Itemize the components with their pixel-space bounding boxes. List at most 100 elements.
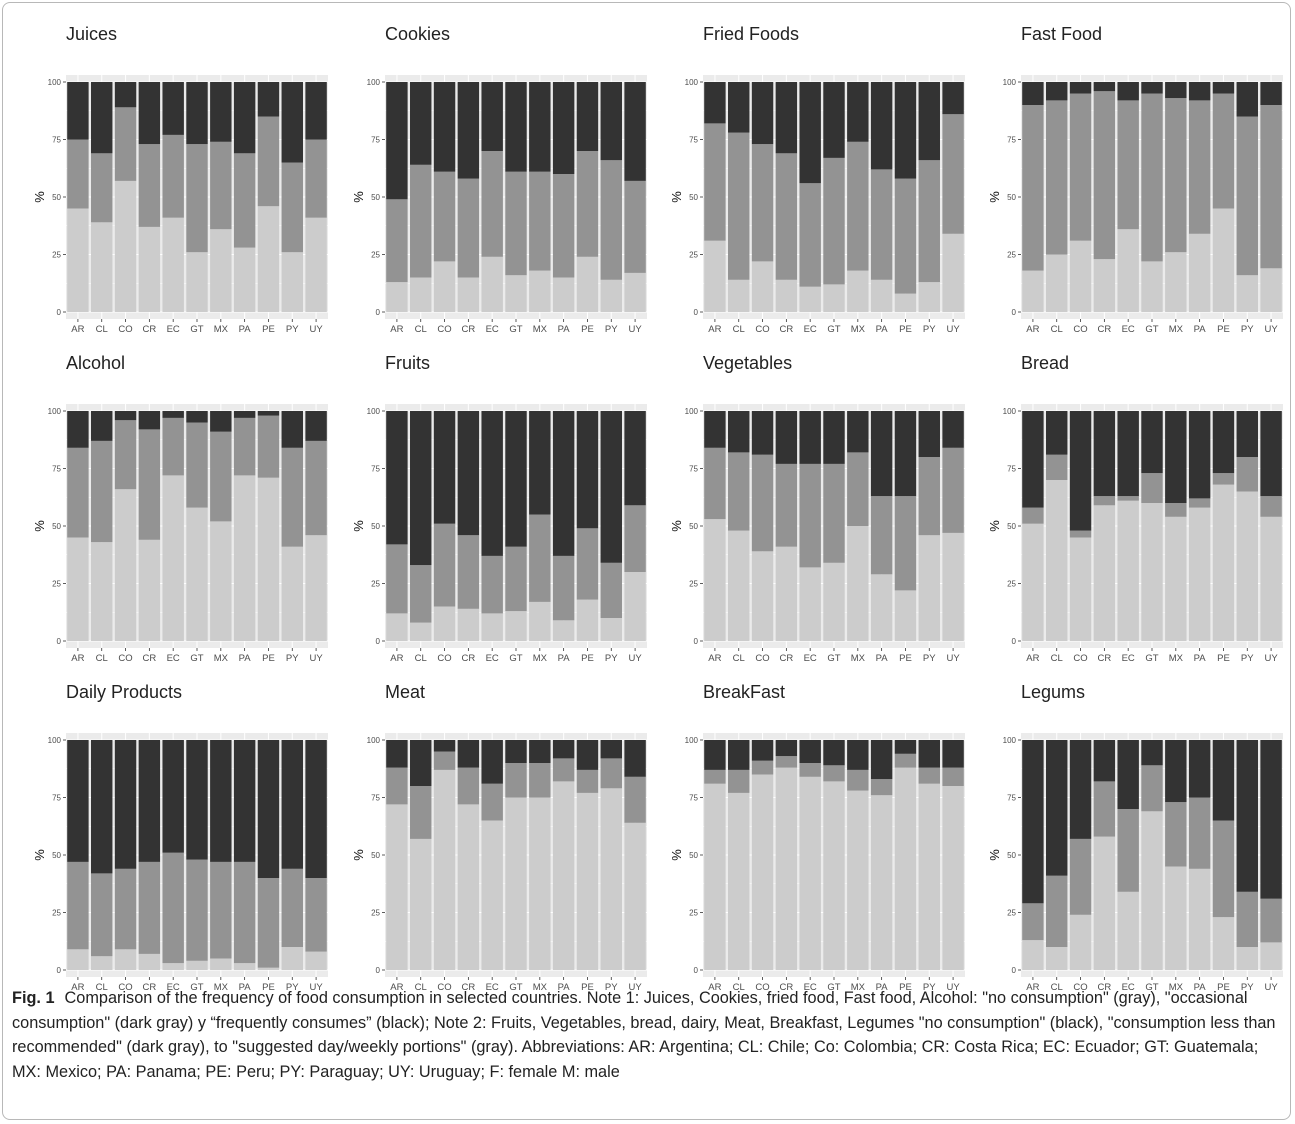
x-tick-label: PA [1194, 653, 1207, 664]
bar-pe-segment-3 [1212, 411, 1235, 474]
x-tick-label: CL [733, 653, 745, 664]
bar-pe-segment-3 [894, 411, 917, 497]
bar-cr-segment-3 [775, 411, 798, 464]
bar-pe-segment-2 [576, 151, 599, 257]
x-tick-label: EC [167, 653, 180, 664]
bar-cl-segment-1 [1046, 480, 1068, 641]
bar-pa-segment-3 [552, 411, 575, 556]
chart-title: Juices [66, 24, 117, 44]
bar-ec-segment-1 [1117, 891, 1139, 970]
bar-pa-segment-1 [233, 247, 256, 312]
bar-gt-segment-2 [186, 859, 208, 961]
chart-panel-fruits: Fruits AR CL CO CR EC GT MX PA PE PY UY 0 25 50 75 100% [351, 353, 647, 664]
x-tick-label: CO [1073, 324, 1087, 335]
y-tick-label: 25 [689, 580, 698, 589]
bar-py-segment-2 [1236, 891, 1258, 947]
bar-pe-segment-2 [257, 116, 280, 207]
bar-pa-segment-2 [870, 496, 893, 575]
y-tick-label: 0 [376, 966, 381, 975]
bar-ar-segment-3 [67, 411, 89, 448]
y-tick-label: 100 [48, 407, 62, 416]
bar-gt-segment-3 [505, 411, 527, 547]
bar-cr-segment-3 [1093, 740, 1116, 782]
bar-pe-segment-3 [894, 82, 917, 179]
x-tick-label: MX [214, 982, 229, 993]
bar-pa-segment-3 [870, 82, 893, 170]
bar-co-segment-2 [433, 751, 456, 770]
bar-ec-segment-1 [799, 776, 821, 970]
bar-ec-segment-1 [162, 217, 184, 312]
bar-ar-segment-1 [1022, 270, 1044, 312]
bar-gt-segment-1 [823, 781, 845, 970]
bar-ec-segment-1 [162, 963, 184, 970]
bar-cr-segment-2 [457, 767, 480, 805]
bar-cr-segment-2 [138, 144, 161, 227]
bar-cl-segment-3 [91, 411, 113, 441]
x-tick-label: UY [309, 653, 323, 664]
y-tick-label: 75 [1007, 794, 1016, 803]
bar-py-segment-3 [918, 740, 940, 768]
bar-uy-segment-2 [624, 180, 646, 273]
bar-cr-segment-2 [1093, 496, 1116, 506]
chart-title: Fruits [385, 353, 430, 373]
x-tick-label: PA [239, 324, 252, 335]
x-tick-label: GT [827, 324, 840, 335]
chart-panel-fried-foods: Fried Foods AR CL CO CR EC GT MX PA PE PY UY 0 25 50 75… [669, 24, 965, 335]
bar-cl-segment-1 [410, 277, 432, 312]
bar-cr-segment-2 [775, 463, 798, 547]
bar-cl-segment-1 [91, 222, 113, 312]
bar-gt-segment-2 [505, 546, 527, 612]
bar-ec-segment-3 [1117, 82, 1139, 101]
y-axis-label: % [669, 849, 684, 861]
bar-ar-segment-2 [67, 861, 89, 950]
bar-pa-segment-2 [552, 555, 575, 621]
y-tick-label: 0 [694, 308, 699, 317]
bar-pa-segment-1 [1188, 507, 1211, 641]
bar-co-segment-2 [751, 454, 774, 552]
x-tick-label: CL [96, 653, 108, 664]
chart-panel-juices: Juices AR CL CO CR EC GT MX PA PE PY UY 0 25 50 75 100% [32, 24, 328, 335]
bar-cl-segment-2 [728, 452, 750, 531]
chart-panel-vegetables: Vegetables AR CL CO CR EC GT MX PA PE PY UY 0 25 50 75 1… [669, 353, 965, 664]
bar-co-segment-1 [751, 551, 774, 641]
bar-gt-segment-2 [823, 157, 845, 285]
y-axis-label: % [32, 191, 47, 203]
bar-py-segment-2 [1236, 457, 1258, 492]
bar-pa-segment-3 [870, 740, 893, 780]
bar-cr-segment-2 [775, 153, 798, 280]
bar-pa-segment-3 [1188, 82, 1211, 101]
bar-pa-segment-2 [552, 758, 575, 782]
x-tick-label: MX [851, 653, 866, 664]
x-tick-label: PY [605, 653, 618, 664]
bar-ec-segment-2 [162, 417, 184, 476]
x-tick-label: CO [437, 324, 451, 335]
y-tick-label: 25 [1007, 909, 1016, 918]
bar-gt-segment-3 [505, 82, 527, 172]
chart-panel-legums: Legums AR CL CO CR EC GT MX PA PE PY UY 0 25 50 75 100% [987, 682, 1283, 993]
bar-uy-segment-1 [624, 822, 646, 970]
bar-cr-segment-1 [1093, 836, 1116, 970]
bar-gt-segment-1 [823, 562, 845, 641]
x-tick-label: GT [190, 324, 203, 335]
bar-cl-segment-3 [410, 740, 432, 786]
bar-gt-segment-3 [823, 411, 845, 464]
bar-gt-segment-1 [1141, 503, 1163, 641]
bar-ec-segment-2 [799, 763, 821, 777]
chart-title: Meat [385, 682, 425, 702]
bar-gt-segment-3 [1141, 411, 1163, 474]
bar-ar-segment-2 [386, 544, 408, 614]
bar-uy-segment-1 [942, 532, 964, 641]
bar-pa-segment-1 [870, 795, 893, 970]
bar-cl-segment-3 [1046, 411, 1068, 455]
bar-pa-segment-3 [870, 411, 893, 497]
bar-mx-segment-1 [1165, 252, 1187, 312]
bar-cr-segment-2 [1093, 91, 1116, 260]
bar-co-segment-3 [114, 82, 137, 108]
bar-uy-segment-3 [942, 411, 964, 448]
bar-pe-segment-3 [576, 740, 599, 770]
y-axis-label: % [351, 191, 366, 203]
x-tick-label: CL [96, 324, 108, 335]
bar-cl-segment-2 [728, 769, 750, 793]
bar-ar-segment-1 [386, 613, 408, 641]
bar-cr-segment-3 [1093, 411, 1116, 497]
